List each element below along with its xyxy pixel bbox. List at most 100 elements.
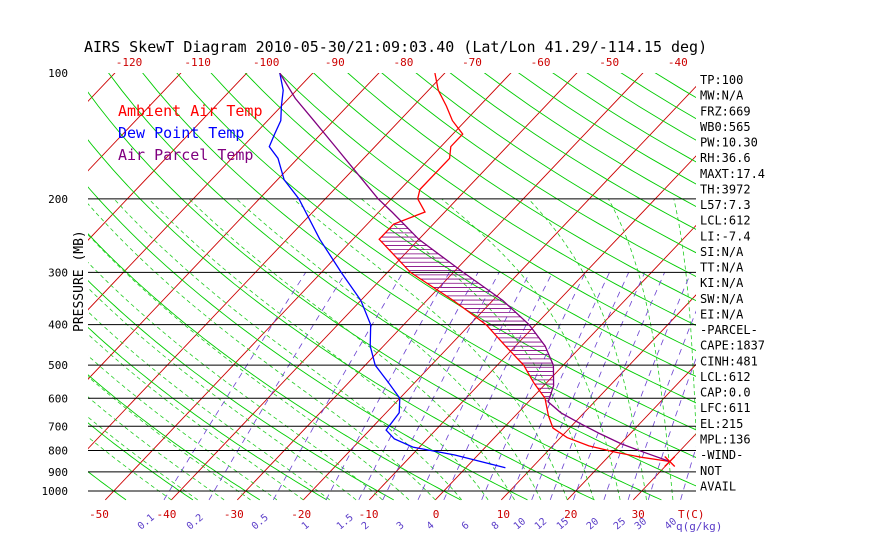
legend: Ambient Air Temp Dew Point Temp Air Parc… bbox=[118, 102, 263, 164]
mixing-ratio-label: 0.5 bbox=[250, 512, 271, 532]
stat-line: EI:N/A bbox=[700, 307, 744, 321]
mixing-ratio-line bbox=[680, 446, 696, 501]
isotherm-line bbox=[88, 73, 182, 172]
ambient-air-temp-line bbox=[378, 73, 670, 463]
stat-line: TH:3972 bbox=[700, 182, 751, 196]
isotherm-line bbox=[88, 73, 380, 380]
isotherm-line bbox=[88, 73, 248, 241]
moist-adiabat-line bbox=[673, 198, 696, 439]
stat-line: PW:10.30 bbox=[700, 136, 758, 150]
sounding-profiles bbox=[268, 73, 676, 469]
top-temp-label: -70 bbox=[462, 56, 482, 69]
legend-ambient-label: Ambient Air Temp bbox=[118, 102, 263, 120]
mixing-ratio-line bbox=[603, 272, 692, 501]
moist-adiabat-line bbox=[88, 311, 330, 501]
mixing-ratio-line bbox=[272, 272, 404, 501]
stat-line: MW:N/A bbox=[700, 89, 744, 103]
moist-adiabat-line bbox=[88, 436, 172, 501]
dew-point-temp-line bbox=[268, 73, 506, 469]
mixing-ratio-label: 8 bbox=[490, 520, 502, 532]
moist-adiabat-line bbox=[236, 198, 542, 501]
stat-line: TP:100 bbox=[700, 73, 743, 87]
mixing-ratio-line bbox=[208, 272, 347, 501]
stat-line: LFC:611 bbox=[700, 401, 751, 415]
moist-adiabat-line bbox=[88, 203, 436, 501]
dry-adiabat-line bbox=[381, 73, 696, 277]
chart-title: AIRS SkewT Diagram 2010-05-30/21:09:03.4… bbox=[84, 38, 707, 56]
mixing-ratio-label: 1.5 bbox=[335, 512, 356, 532]
top-temp-label: -100 bbox=[253, 56, 280, 69]
stat-line: TT:N/A bbox=[700, 261, 744, 275]
pressure-tick-label: 900 bbox=[48, 466, 68, 479]
top-temp-label: -120 bbox=[116, 56, 143, 69]
isotherm-line bbox=[0, 54, 1, 500]
dry-adiabat-line bbox=[449, 73, 696, 230]
isotherm-line bbox=[170, 73, 578, 501]
top-temp-label: -60 bbox=[531, 56, 551, 69]
isotherm-line bbox=[765, 54, 870, 500]
mixing-ratio-line bbox=[549, 272, 646, 501]
moist-adiabat-line bbox=[441, 198, 621, 500]
dry-adiabat-line bbox=[88, 326, 328, 501]
stat-line: SW:N/A bbox=[700, 292, 744, 306]
mixing-ratio-label: 25 bbox=[612, 516, 628, 532]
moist-adiabat-line bbox=[148, 198, 489, 501]
isotherm-line bbox=[302, 85, 696, 501]
moist-adiabat-line bbox=[88, 333, 304, 501]
mixing-ratio-line bbox=[325, 272, 450, 501]
cape-hatch bbox=[381, 224, 554, 402]
stat-line: CAPE:1837 bbox=[700, 339, 765, 353]
moist-adiabat-line bbox=[88, 416, 198, 501]
moist-adiabat-line bbox=[188, 198, 515, 501]
dry-adiabat-line bbox=[142, 73, 696, 458]
mixing-ratio-line bbox=[481, 272, 586, 501]
pressure-tick-label: 200 bbox=[48, 193, 68, 206]
moist-adiabat-line bbox=[88, 376, 251, 501]
isotherm-line bbox=[566, 363, 696, 501]
mixing-ratio-label: 20 bbox=[585, 516, 601, 532]
stat-line: CINH:481 bbox=[700, 354, 758, 368]
pressure-tick-label: 600 bbox=[48, 392, 68, 405]
stat-line: FRZ:669 bbox=[700, 104, 751, 118]
pressure-tick-label: 1000 bbox=[42, 485, 69, 498]
dry-adiabat-line bbox=[278, 73, 696, 352]
mixing-ratio-label: 3 bbox=[395, 520, 407, 532]
mixing-ratio-line bbox=[443, 272, 553, 501]
dry-adiabat-line bbox=[176, 73, 696, 431]
mixing-ratio-label: 10 bbox=[512, 516, 528, 532]
moist-adiabat-line bbox=[360, 198, 595, 500]
dry-adiabat-line bbox=[108, 73, 696, 487]
pressure-tick-label: 100 bbox=[48, 67, 68, 80]
mixing-ratio-line bbox=[627, 310, 696, 501]
stat-line: -PARCEL- bbox=[700, 323, 758, 337]
pressure-tick-label: 800 bbox=[48, 444, 68, 457]
moist-adiabat-line bbox=[292, 198, 568, 501]
stat-line: SI:N/A bbox=[700, 245, 744, 259]
isotherm-line bbox=[236, 73, 644, 501]
mixing-ratio-label: 0.1 bbox=[136, 512, 157, 532]
dry-adiabat-line bbox=[88, 422, 194, 501]
moist-adiabat-line bbox=[88, 234, 410, 501]
mixing-ratio-label: 2 bbox=[360, 520, 372, 532]
bottom-temp-label: -20 bbox=[291, 508, 311, 521]
dry-adiabat-line bbox=[313, 73, 696, 326]
mixing-ratio-line bbox=[382, 272, 500, 501]
pressure-tick-label: 300 bbox=[48, 266, 68, 279]
moist-adiabat-line bbox=[88, 355, 278, 501]
dry-adiabat-line bbox=[88, 91, 662, 501]
dry-adiabat-line bbox=[347, 73, 696, 302]
mixing-ratio-line bbox=[647, 357, 696, 501]
stat-line: CAP:0.0 bbox=[700, 386, 751, 400]
dry-adiabat-line bbox=[244, 73, 696, 377]
mixing-ratio-label: 4 bbox=[425, 520, 437, 532]
mixing-ratio-line bbox=[531, 272, 630, 501]
bottom-temp-label: 10 bbox=[497, 508, 510, 521]
dry-adiabat-line bbox=[88, 233, 461, 501]
bottom-temperature-labels: -50 -40 -30 -20 -10 0 10 20 30 T(C) bbox=[89, 508, 704, 521]
pressure-tick-label: 400 bbox=[48, 319, 68, 332]
air-parcel-temp-line bbox=[279, 73, 671, 463]
mixing-ratio-line bbox=[358, 272, 479, 501]
isotherm-line bbox=[500, 294, 696, 501]
stat-line: RH:36.6 bbox=[700, 151, 751, 165]
